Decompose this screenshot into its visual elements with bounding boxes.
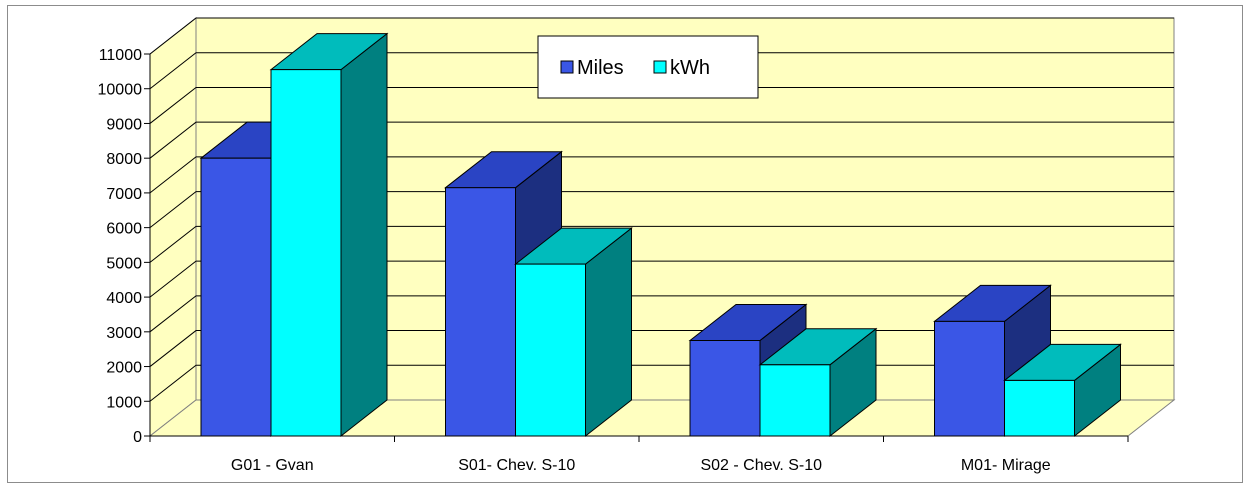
y-tick-label: 10000: [98, 82, 143, 99]
legend-swatch-kwh: [653, 60, 667, 74]
x-axis: G01 - Gvan S01- Chev. S-10 S02 - Chev. S-1…: [149, 435, 1129, 474]
bar-front: [445, 187, 516, 437]
gridline: [149, 52, 1174, 90]
gridline: [149, 17, 1174, 55]
bar-side: [340, 32, 388, 438]
x-tick-label: S01- Chev. S-10: [458, 457, 575, 474]
gridline: [149, 225, 1174, 263]
legend-swatch-miles: [560, 60, 574, 74]
x-tick-label: G01 - Gvan: [231, 457, 314, 474]
y-tick-label: 9000: [106, 116, 142, 133]
legend-box: [537, 35, 759, 99]
y-tick-label: 5000: [106, 255, 142, 272]
chart-frame: [7, 5, 1243, 483]
gridline: [149, 121, 1174, 159]
x-tick-label: S02 - Chev. S-10: [700, 457, 822, 474]
bar-kwh: [758, 327, 878, 438]
legend-label-miles: Miles: [577, 57, 624, 79]
gridline: [149, 260, 1174, 298]
y-tick-label: 7000: [106, 186, 142, 203]
legend-label-kwh: kWh: [670, 57, 710, 79]
gridline: [149, 295, 1174, 333]
chart-walls: [148, 16, 1176, 438]
x-tick-label: M01- Mirage: [961, 457, 1051, 474]
y-tick-label: 11000: [99, 47, 142, 64]
bar-front: [759, 364, 831, 437]
bar-kwh: [269, 32, 389, 438]
y-tick-label: 8000: [106, 151, 142, 168]
bar-kwh: [1003, 343, 1122, 438]
y-tick-label: 6000: [106, 221, 142, 238]
bar-front: [515, 263, 586, 437]
legend: Miles kWh: [537, 35, 759, 99]
bar-front: [200, 157, 272, 437]
y-tick-label: 0: [133, 429, 142, 446]
bars: [199, 32, 1122, 438]
y-tick-label: 1000: [106, 394, 142, 411]
bar-front: [934, 320, 1005, 437]
bar-front: [1004, 379, 1075, 437]
y-tick-label: 2000: [106, 360, 142, 377]
side-wall: [149, 16, 197, 438]
y-tick-label: 3000: [106, 325, 142, 342]
bar-front: [270, 69, 342, 437]
gridline: [149, 86, 1174, 124]
y-axis: 0 1000 2000 3000 4000 5000 6000 7000 8000 9000 100…: [98, 47, 151, 446]
bar-front: [689, 340, 761, 437]
gridline: [149, 156, 1174, 194]
y-tick-label: 4000: [106, 290, 142, 307]
gridline: [149, 191, 1174, 229]
bar-kwh: [514, 227, 633, 438]
